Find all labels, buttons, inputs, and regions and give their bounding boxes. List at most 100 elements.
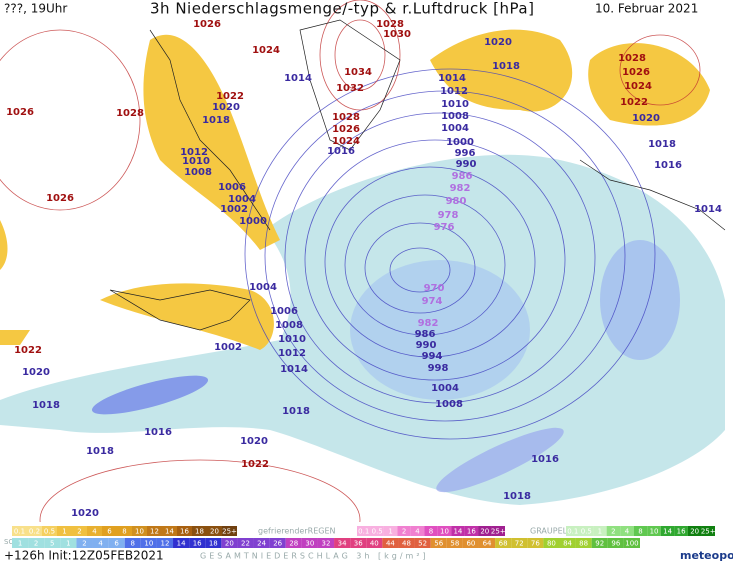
total-step: 36 [354,540,363,548]
total-step: 76 [531,540,540,548]
isobar-label: 1022 [620,97,648,108]
isobar-label: 990 [456,159,477,170]
total-step: 58 [450,540,459,548]
isobar-label: 1018 [32,400,60,411]
total-step: 20 [225,540,234,548]
total-step: 1 [66,540,70,548]
freezing_rain-swatch [370,526,384,536]
total-swatch [430,538,447,548]
snow-swatch [42,526,57,536]
isobar-label: 1010 [182,156,210,167]
isobar-label: 1034 [344,67,372,78]
isobar-label: 970 [424,283,445,294]
isobar-label: 1028 [332,112,360,123]
isobar-label: 986 [415,329,436,340]
freezing_rain-step: 1 [388,528,392,536]
isobar-label: 1008 [441,111,469,122]
isobar-label: 1002 [220,204,248,215]
total-swatch [511,538,528,548]
isobar-label: 1018 [282,406,310,417]
freezing_rain-swatch [397,526,411,536]
freezing_rain-swatch [357,526,371,536]
snow-swatch [162,526,177,536]
total-step: 2 [34,540,38,548]
isobar-label: 1024 [332,136,360,147]
total-step: 14 [177,540,186,548]
isobar-label: 1022 [14,345,42,356]
freezing_rain-swatch [410,526,425,536]
isobar-label: 1002 [214,342,242,353]
graupel-swatch [633,526,648,536]
total-swatch [398,538,415,548]
freezing_rain-step: 4 [415,528,420,536]
graupel-swatch [687,526,702,536]
graupel-swatch [647,526,661,536]
isobar-label: 986 [452,171,473,182]
freezing_rain-step: 8 [429,528,433,536]
total-step: 6 [114,540,119,548]
isobar-label: 1024 [252,45,280,56]
total-swatch [76,538,93,548]
isobar-label: 1018 [648,139,676,150]
run-info: +126h Init:12Z05FEB2021 [4,549,164,563]
isobar-label: 1022 [241,459,269,470]
isobar-label: 1018 [492,61,520,72]
total-step: 80 [547,540,556,548]
total-swatch [108,538,125,548]
isobar-label: 978 [438,210,459,221]
isobar-label: 1028 [376,19,404,30]
total-step: 30 [305,540,314,548]
total-step: 44 [386,540,395,548]
total-swatch [237,538,254,548]
isobar-label: 1014 [280,364,308,375]
isobar-label: 1006 [270,306,298,317]
total-step: 52 [418,540,427,548]
isobar-label: 1000 [239,216,267,227]
isobar-label: 1014 [438,73,466,84]
total-step: 40 [370,540,379,548]
snow-step: 25+ [222,528,237,536]
isobar-label: 998 [428,363,449,374]
total-step: 100 [625,540,638,548]
isobar-label: 1026 [6,107,34,118]
brand: meteopool.org [680,549,733,562]
header-title: 3h Niederschlagsmenge/-typ & r.Luftdruck… [150,0,534,18]
snow-step: 18 [195,528,204,536]
graupel-step: 16 [677,528,686,536]
total-swatch [28,538,45,548]
freezing_rain-step: 25+ [491,528,506,536]
graupel-label: GRAUPEL [530,527,568,536]
total-swatch [301,538,318,548]
snow-step: 20 [210,528,219,536]
freezing_rain-label: gefrierenderREGEN [258,527,336,536]
total-swatch [124,538,141,548]
snow-swatch [117,526,132,536]
total-swatch [285,538,302,548]
snow-step: 4 [92,528,97,536]
isobar-label: 1026 [622,67,650,78]
snow-swatch [102,526,117,536]
snow-step: 6 [107,528,112,536]
isobar-label: 1008 [184,167,212,178]
isobar-label: 1018 [503,491,531,502]
isobar-label: 1024 [624,81,652,92]
isobar-label: 1012 [180,147,208,158]
graupel-step: 0.1 [567,528,578,536]
graupel-step: 14 [663,528,672,536]
isobar-label: 1028 [116,108,144,119]
freezing_rain-swatch [424,526,438,536]
isobar-label: 1004 [441,123,469,134]
snow-step: 0.5 [44,528,55,536]
total-swatch [334,538,351,548]
isobar-label: 1020 [71,508,99,519]
header-time: ???, 19Uhr [4,2,67,16]
graupel-step: 25+ [701,528,716,536]
snow-swatch [27,526,42,536]
total-swatch [527,538,544,548]
total-step: 10 [144,540,153,548]
isobar-label: 1022 [216,91,244,102]
total-swatch [205,538,222,548]
total-swatch [446,538,463,548]
